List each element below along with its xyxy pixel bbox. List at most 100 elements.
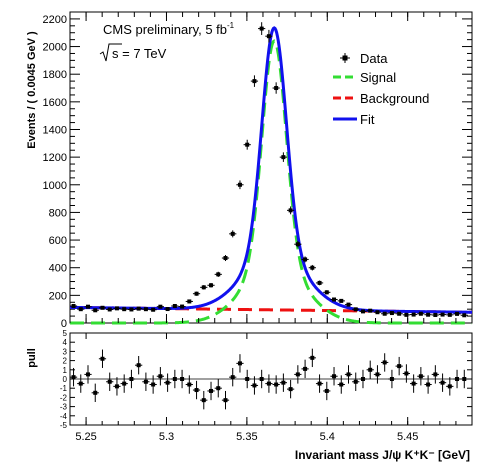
data-point — [221, 255, 230, 262]
data-point — [135, 306, 143, 311]
x-tick-label: 5.45 — [397, 431, 418, 443]
data-point — [149, 307, 157, 312]
pull-y-tick-label: 0 — [63, 375, 68, 384]
data-point — [214, 271, 222, 277]
pull-point — [106, 372, 114, 391]
x-ticks: 5.25 5.3 5.35 5.4 5.45 — [69, 12, 473, 443]
experiment-luminosity-exponent: -1 — [227, 21, 235, 30]
pull-point — [207, 381, 215, 401]
pull-point — [373, 365, 382, 384]
pull-point — [77, 374, 85, 393]
pull-point — [113, 377, 121, 396]
data-point — [91, 308, 99, 313]
y-tick-label: 0 — [61, 318, 67, 330]
data-point — [301, 256, 309, 263]
data-point — [446, 312, 454, 317]
pull-point — [200, 390, 208, 410]
pull-point — [453, 369, 461, 389]
experiment-annotation: CMS preliminary, 5 fb-1 — [103, 21, 235, 37]
y-tick-label: 600 — [49, 235, 67, 247]
data-point — [294, 240, 302, 248]
pull-point — [337, 375, 345, 394]
x-axis-label: Invariant mass J/ψ K⁺K⁻ [GeV] — [295, 448, 470, 462]
pull-point — [135, 356, 143, 375]
y-axis-label: Events / ( 0.0045 GeV ) — [26, 31, 38, 149]
pull-point — [424, 375, 432, 394]
data-point — [113, 306, 121, 311]
data-point — [352, 307, 360, 312]
data-point — [265, 29, 273, 43]
data-point — [395, 311, 403, 316]
pull-point — [388, 369, 396, 389]
x-tick-label: 5.3 — [159, 431, 174, 443]
energy-annotation: s = 7 TeV — [99, 43, 167, 62]
pull-point — [265, 374, 273, 393]
data-point — [323, 290, 331, 295]
legend-entry-background: Background — [333, 91, 429, 106]
pull-point — [229, 367, 237, 387]
data-point — [178, 304, 186, 309]
pull-point — [410, 374, 418, 393]
pull-y-tick-label: 3 — [63, 347, 68, 356]
data-point — [453, 311, 461, 316]
main-panel: 0 200 400 600 800 1000 1200 1400 1600 1800 2000 220… — [26, 11, 473, 330]
y-tick-label: 400 — [49, 263, 67, 275]
pull-y-axis-label: pull — [26, 348, 38, 368]
pull-point — [330, 367, 338, 386]
data-point — [460, 313, 468, 318]
pull-point — [395, 356, 403, 376]
data-point — [69, 303, 78, 308]
data-point — [410, 312, 418, 317]
data-point — [77, 307, 85, 312]
pull-point — [315, 374, 324, 393]
y-tick-label: 1600 — [43, 97, 67, 109]
y-tick-label: 1200 — [43, 152, 67, 164]
data-point — [286, 206, 295, 215]
pull-point — [381, 353, 389, 372]
pull-points-group — [69, 348, 468, 410]
pull-y-tick-label: 2 — [63, 357, 68, 366]
pull-point — [163, 373, 172, 392]
data-point — [337, 298, 345, 303]
data-point — [308, 264, 316, 271]
pull-point — [84, 365, 92, 384]
main-y-ticks: 0 200 400 600 800 1000 1200 1400 1600 1800 2000 220… — [43, 14, 472, 330]
legend-entry-data: Data — [340, 51, 388, 66]
pull-point — [178, 369, 186, 389]
pull-point — [446, 377, 454, 396]
data-point — [207, 282, 215, 288]
fit-curve-group — [69, 26, 473, 314]
fit-curve — [69, 26, 473, 314]
data-point — [424, 312, 432, 317]
pull-point — [366, 360, 374, 379]
pull-point — [438, 373, 447, 392]
data-point — [315, 280, 324, 286]
pull-point — [192, 380, 201, 400]
data-point — [229, 230, 237, 238]
data-point — [381, 311, 389, 316]
data-point — [106, 307, 114, 312]
pull-point — [185, 375, 193, 394]
data-point — [258, 22, 266, 35]
data-point — [192, 291, 201, 296]
pull-point — [91, 383, 99, 402]
pull-point — [127, 369, 136, 389]
data-point — [373, 310, 382, 315]
data-point — [431, 312, 439, 317]
x-tick-label: 5.4 — [320, 431, 335, 443]
data-point — [359, 309, 367, 314]
pull-point — [221, 390, 230, 410]
y-tick-label: 2000 — [43, 42, 67, 54]
sqrt-symbol — [99, 43, 122, 62]
data-point — [98, 305, 107, 310]
data-point — [250, 75, 259, 87]
pull-point — [417, 367, 425, 386]
pull-point — [250, 376, 259, 395]
data-point — [402, 312, 411, 317]
legend-label-data: Data — [360, 51, 388, 66]
pull-point — [279, 373, 287, 392]
pull-y-tick-label: 5 — [63, 329, 68, 338]
pull-point — [142, 372, 150, 391]
data-point — [438, 312, 447, 317]
